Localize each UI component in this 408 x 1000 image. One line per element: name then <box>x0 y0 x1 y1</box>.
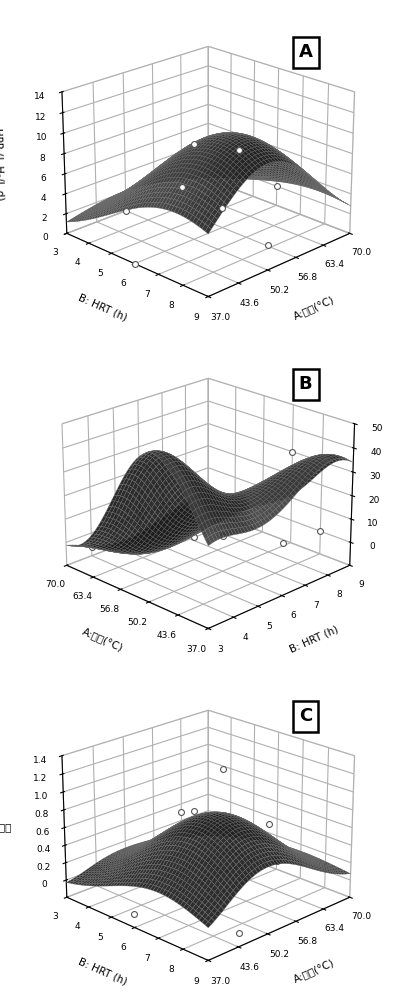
Y-axis label: B: HRT (h): B: HRT (h) <box>77 956 129 986</box>
Y-axis label: B: HRT (h): B: HRT (h) <box>288 624 340 654</box>
Text: A: A <box>299 43 313 61</box>
Text: B: B <box>299 375 313 393</box>
X-axis label: A:温度(°C): A:温度(°C) <box>81 626 125 653</box>
Text: C: C <box>299 707 312 725</box>
X-axis label: A:温度(°C): A:温度(°C) <box>292 294 336 321</box>
Y-axis label: B: HRT (h): B: HRT (h) <box>77 292 129 322</box>
X-axis label: A:温度(°C): A:温度(°C) <box>292 958 336 985</box>
